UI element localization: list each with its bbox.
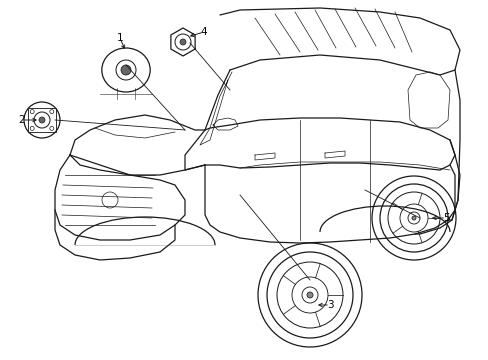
Text: 2: 2 bbox=[19, 115, 25, 125]
Text: 1: 1 bbox=[117, 33, 123, 43]
Text: 5: 5 bbox=[442, 213, 448, 223]
Text: 4: 4 bbox=[200, 27, 207, 37]
Text: 3: 3 bbox=[326, 300, 333, 310]
Circle shape bbox=[121, 65, 131, 75]
Circle shape bbox=[180, 39, 185, 45]
Circle shape bbox=[39, 117, 45, 123]
Circle shape bbox=[306, 292, 312, 298]
Circle shape bbox=[411, 216, 415, 220]
